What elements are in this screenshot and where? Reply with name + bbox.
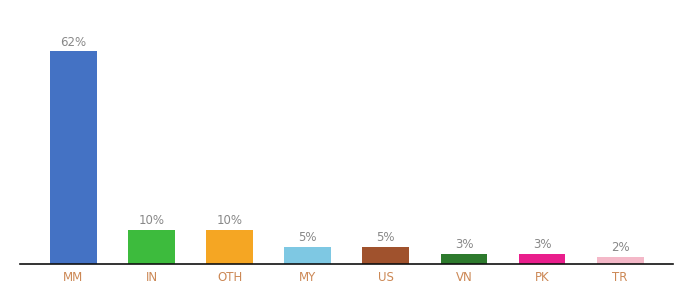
Text: 62%: 62%: [61, 36, 86, 49]
Text: 3%: 3%: [532, 238, 551, 251]
Text: 2%: 2%: [611, 242, 630, 254]
Text: 5%: 5%: [377, 231, 395, 244]
Text: 10%: 10%: [139, 214, 165, 227]
Text: 3%: 3%: [455, 238, 473, 251]
Bar: [128, 230, 175, 264]
Bar: [284, 247, 331, 264]
Bar: [441, 254, 488, 264]
Bar: [206, 230, 253, 264]
Bar: [596, 257, 643, 264]
Text: 10%: 10%: [217, 214, 243, 227]
Bar: [50, 51, 97, 264]
Bar: [362, 247, 409, 264]
Text: 5%: 5%: [299, 231, 317, 244]
Bar: [519, 254, 566, 264]
